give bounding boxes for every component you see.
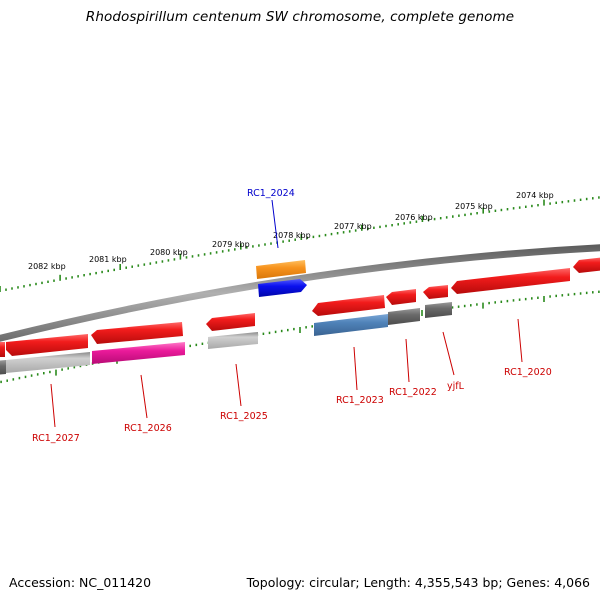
scale-label-2082: 2082 kbp bbox=[28, 262, 66, 271]
gene-arrow[interactable] bbox=[91, 322, 183, 344]
leader-line-rc1-2026 bbox=[140, 374, 148, 419]
leader-line-rc1-2022 bbox=[405, 338, 410, 383]
gene-block[interactable] bbox=[208, 332, 258, 349]
gene-label-rc1-2025[interactable]: RC1_2025 bbox=[220, 411, 268, 422]
leader-line-yjfl bbox=[442, 331, 455, 376]
outer-scale-ticks bbox=[0, 196, 600, 292]
scale-label-2077: 2077 kbp bbox=[334, 222, 372, 231]
scale-label-2081: 2081 kbp bbox=[89, 255, 127, 264]
gene-label-rc1-2023[interactable]: RC1_2023 bbox=[336, 395, 384, 406]
gene-arrow[interactable] bbox=[451, 268, 570, 294]
accession-text: Accession: NC_011420 bbox=[9, 575, 152, 590]
blue-gene-arrow[interactable] bbox=[258, 279, 307, 297]
leader-line-rc1-2025 bbox=[235, 363, 242, 407]
outer-genes bbox=[256, 260, 307, 297]
gene-block[interactable] bbox=[6, 352, 90, 373]
gene-label-rc1-2022[interactable]: RC1_2022 bbox=[389, 387, 437, 398]
gene-arrow[interactable] bbox=[6, 334, 88, 356]
leader-line-rc1-2020 bbox=[517, 318, 523, 363]
gene-arrow[interactable] bbox=[206, 313, 255, 331]
leader-line-rc1-2027 bbox=[50, 383, 56, 428]
gene-arrow[interactable] bbox=[573, 257, 600, 273]
gene-block[interactable] bbox=[388, 308, 420, 325]
genome-stats-text: Topology: circular; Length: 4,355,543 bp… bbox=[246, 575, 590, 590]
forward-strand-genes bbox=[0, 257, 600, 357]
scale-label-2076: 2076 kbp bbox=[395, 213, 433, 222]
scale-labels: 2082 kbp 2081 kbp 2080 kbp 2079 kbp 2078… bbox=[28, 191, 554, 271]
gene-arrow[interactable] bbox=[423, 285, 448, 299]
gene-leader-lines bbox=[50, 199, 523, 428]
gene-block[interactable] bbox=[425, 302, 452, 318]
gene-label-rc1-2024[interactable]: RC1_2024 bbox=[247, 188, 295, 199]
orange-gene-block[interactable] bbox=[256, 260, 306, 279]
leader-line-rc1-2023 bbox=[353, 346, 358, 391]
scale-label-2075: 2075 kbp bbox=[455, 202, 493, 211]
scale-label-2080: 2080 kbp bbox=[150, 248, 188, 257]
scale-label-2079: 2079 kbp bbox=[212, 240, 250, 249]
gene-arrow[interactable] bbox=[312, 295, 385, 316]
gene-block[interactable] bbox=[0, 360, 6, 375]
scale-label-2078: 2078 kbp bbox=[273, 231, 311, 240]
gene-labels: RC1_2024 RC1_2027 RC1_2026 RC1_2025 RC1_… bbox=[32, 188, 552, 444]
chromosome-backbone bbox=[0, 244, 600, 342]
gene-arrow[interactable] bbox=[0, 342, 5, 357]
gene-label-rc1-2027[interactable]: RC1_2027 bbox=[32, 433, 80, 444]
leader-line-rc1-2024 bbox=[271, 199, 279, 249]
reverse-strand-genes bbox=[0, 302, 452, 375]
map-title: Rhodospirillum centenum SW chromosome, c… bbox=[85, 9, 515, 25]
gene-arrow[interactable] bbox=[386, 289, 416, 305]
gene-block[interactable] bbox=[314, 314, 388, 336]
gene-label-rc1-2026[interactable]: RC1_2026 bbox=[124, 423, 172, 434]
gene-label-rc1-2020[interactable]: RC1_2020 bbox=[504, 367, 552, 378]
scale-label-2074: 2074 kbp bbox=[516, 191, 554, 200]
gene-label-yjfl[interactable]: yjfL bbox=[447, 381, 465, 392]
gene-block[interactable] bbox=[92, 342, 185, 364]
